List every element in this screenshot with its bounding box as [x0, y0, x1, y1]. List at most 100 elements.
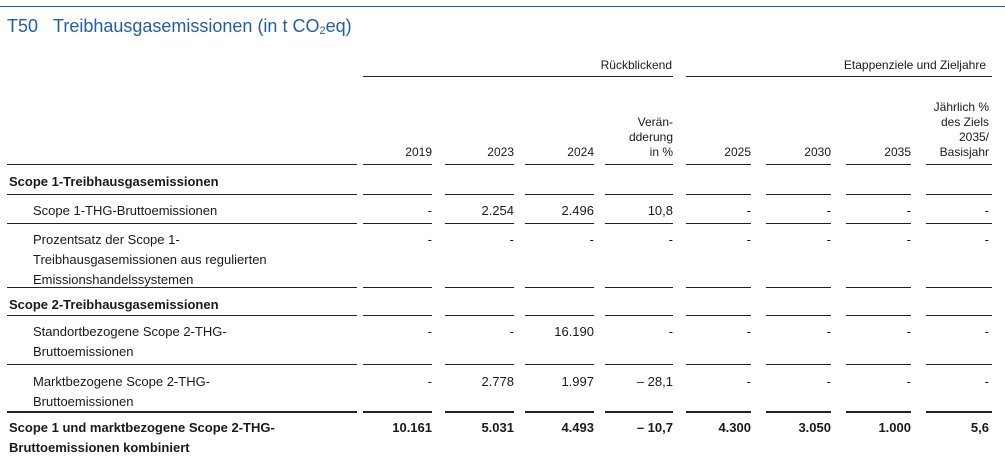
table-cell: -: [984, 324, 989, 339]
table-cell: 2.254: [481, 203, 514, 218]
row-rule: [605, 223, 673, 224]
row-rule: [525, 364, 594, 365]
group-rule-targets: [686, 76, 992, 77]
row-label: Standortbezogene Scope 2-THG- Bruttoemis…: [33, 324, 227, 359]
row-rule: [7, 411, 357, 413]
table-cell: 16.190: [554, 324, 594, 339]
row-rule: [525, 164, 594, 165]
row-rule: [363, 364, 432, 365]
row-rule: [525, 223, 594, 224]
table-title: T50 Treibhausgasemissionen (in t CO2eq): [7, 16, 352, 37]
row-rule: [605, 411, 673, 413]
row-label: Scope 2-Treibhausgasemissionen: [9, 297, 219, 312]
row-rule: [445, 411, 514, 413]
row-rule: [846, 223, 911, 224]
row-rule: [766, 164, 831, 165]
table-cell: -: [509, 232, 514, 247]
row-rule: [926, 315, 992, 316]
row-rule: [926, 411, 992, 413]
row-rule: [7, 364, 357, 365]
table-cell: -: [906, 203, 911, 218]
table-cell: -: [826, 232, 831, 247]
row-rule: [926, 164, 992, 165]
table-cell: 4.493: [561, 420, 594, 435]
table-cell: -: [984, 203, 989, 218]
column-header-annual: Jährlich % des Ziels 2035/ Basisjahr: [933, 100, 989, 159]
row-rule: [525, 194, 594, 195]
table-cell: 1.997: [561, 374, 594, 389]
row-rule: [686, 411, 751, 413]
row-rule: [363, 223, 432, 224]
column-header-y2035: 2035: [884, 145, 911, 159]
row-label: Prozentsatz der Scope 1- Treibhausgasemi…: [33, 232, 267, 287]
title-end: eq): [325, 16, 352, 36]
row-rule: [846, 315, 911, 316]
top-rule: [0, 6, 1005, 7]
row-rule: [445, 194, 514, 195]
table-cell: -: [668, 232, 673, 247]
row-rule: [445, 223, 514, 224]
row-rule: [445, 164, 514, 165]
row-rule: [7, 315, 357, 316]
group-rule-retro: [363, 76, 673, 77]
row-rule: [525, 411, 594, 413]
row-rule: [605, 315, 673, 316]
table-cell: 10.161: [392, 420, 432, 435]
table-cell: 3.050: [798, 420, 831, 435]
title-subscript: 2: [319, 25, 326, 37]
column-header-y2023: 2023: [487, 145, 514, 159]
row-rule: [766, 223, 831, 224]
table-cell: -: [826, 324, 831, 339]
row-rule: [926, 194, 992, 195]
column-header-y2025: 2025: [724, 145, 751, 159]
row-rule: [605, 194, 673, 195]
table-cell: -: [906, 232, 911, 247]
row-rule: [766, 364, 831, 365]
row-rule: [363, 194, 432, 195]
table-cell: -: [746, 374, 751, 389]
table-cell: – 28,1: [636, 374, 673, 389]
table-cell: -: [509, 324, 514, 339]
row-rule: [605, 287, 673, 288]
table-cell: -: [746, 203, 751, 218]
table-cell: -: [427, 232, 432, 247]
row-rule: [686, 164, 751, 165]
table-cell: 2.778: [481, 374, 514, 389]
row-rule: [686, 287, 751, 288]
group-header-retro: Rückblickend: [600, 58, 672, 72]
row-rule: [686, 364, 751, 365]
row-rule: [445, 287, 514, 288]
row-label: Scope 1-THG-Bruttoemissionen: [33, 203, 218, 218]
row-rule: [926, 287, 992, 288]
table-cell: 2.496: [561, 203, 594, 218]
title-main: Treibhausgasemissionen (in t CO: [53, 16, 320, 36]
table-cell: -: [427, 374, 432, 389]
column-header-chg: Verän- dderung in %: [628, 115, 673, 159]
row-rule: [445, 315, 514, 316]
row-rule: [605, 164, 673, 165]
table-code: T50: [7, 16, 39, 36]
row-rule: [766, 315, 831, 316]
row-rule: [926, 223, 992, 224]
row-rule: [686, 223, 751, 224]
table-cell: 4.300: [718, 420, 751, 435]
row-rule: [686, 315, 751, 316]
table-cell: -: [589, 232, 594, 247]
table-cell: -: [826, 374, 831, 389]
row-rule: [686, 194, 751, 195]
row-rule: [926, 364, 992, 365]
table-cell: -: [668, 324, 673, 339]
table-cell: – 10,7: [636, 420, 673, 435]
row-label: Scope 1-Treibhausgasemissionen: [9, 174, 219, 189]
table-cell: -: [746, 324, 751, 339]
row-rule: [605, 364, 673, 365]
row-rule: [363, 164, 432, 165]
row-rule: [363, 411, 432, 413]
row-rule: [7, 164, 357, 165]
table-cell: -: [826, 203, 831, 218]
row-rule: [363, 315, 432, 316]
group-header-targets: Etappenziele und Zieljahre: [843, 58, 986, 72]
row-rule: [525, 315, 594, 316]
row-rule: [363, 287, 432, 288]
table-cell: -: [746, 232, 751, 247]
